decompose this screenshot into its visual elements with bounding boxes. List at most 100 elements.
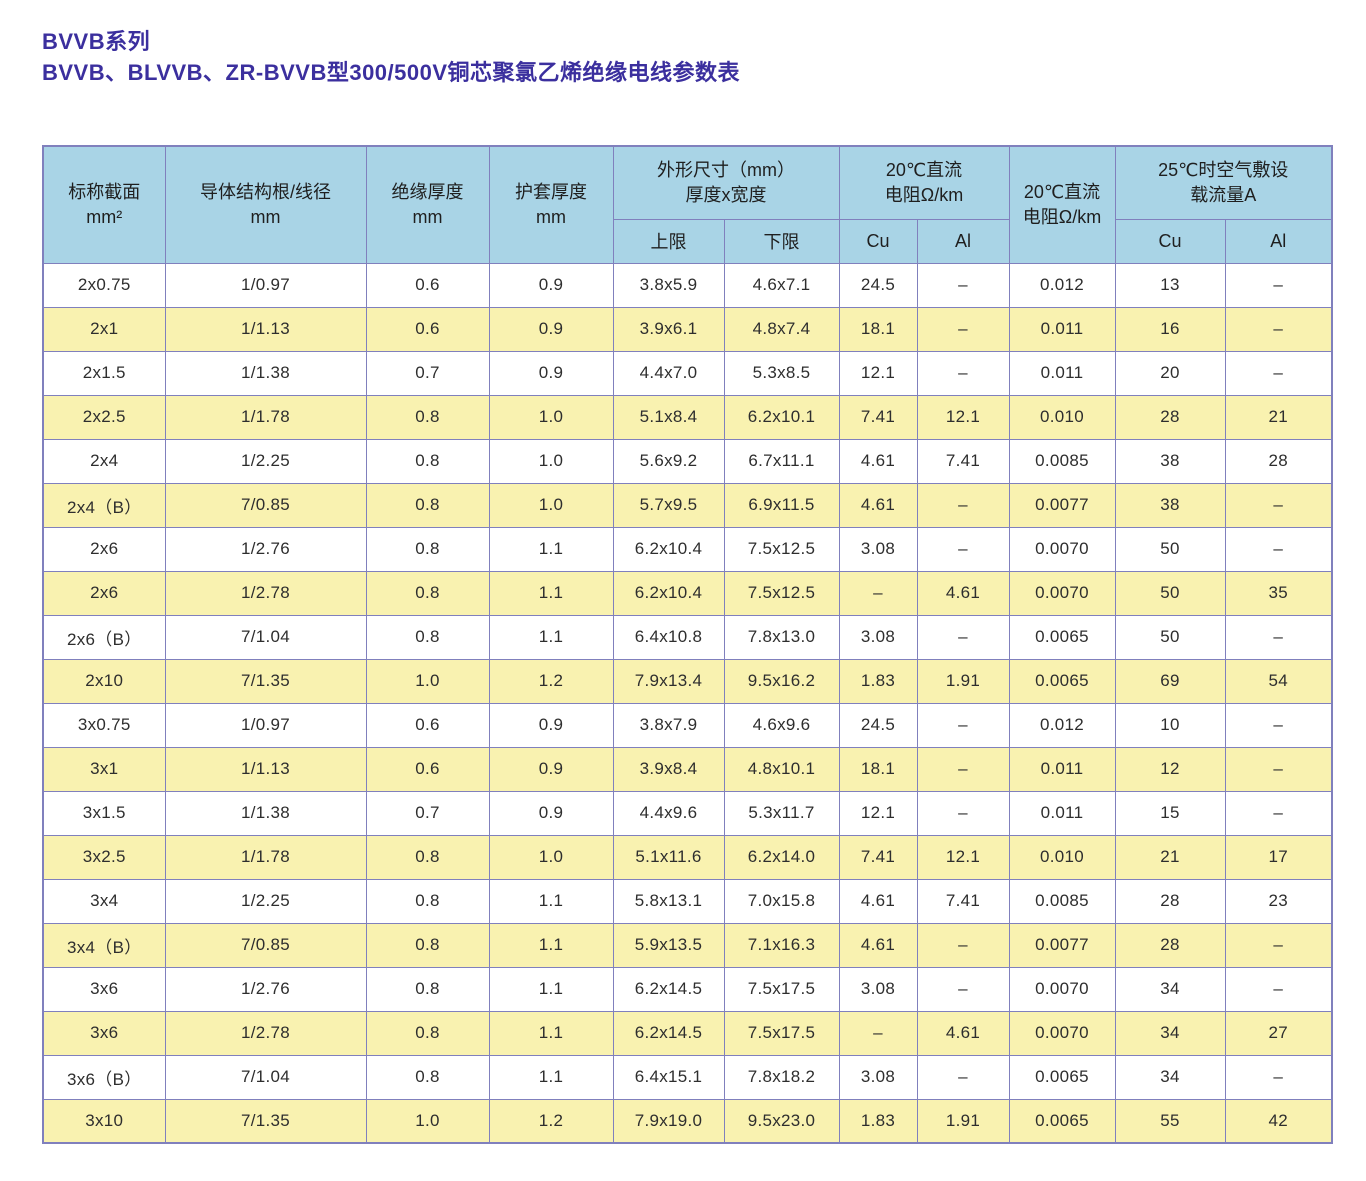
table-cell: 4.6x7.1 xyxy=(723,262,840,308)
col-header-amp-cu: Cu xyxy=(1114,218,1226,264)
table-cell: 1/1.78 xyxy=(164,394,367,440)
table-cell: 0.011 xyxy=(1008,350,1116,396)
table-cell: – xyxy=(1224,746,1333,792)
table-cell: 3.08 xyxy=(838,526,918,572)
table-cell: 7.41 xyxy=(838,394,918,440)
table-cell: 0.8 xyxy=(365,1010,490,1056)
table-cell: 3x10 xyxy=(42,1098,166,1144)
table-cell: 0.9 xyxy=(488,790,614,836)
table-row: 3x1.5 1/1.38 0.7 0.9 4.4x9.6 5.3x11.7 12.1–0.0… xyxy=(42,790,1333,836)
table-cell: 50 xyxy=(1114,614,1226,660)
table-cell: 0.8 xyxy=(365,1054,490,1100)
table-cell: – xyxy=(1224,262,1333,308)
table-cell: 0.011 xyxy=(1008,790,1116,836)
table-cell: – xyxy=(1224,790,1333,836)
table-cell: 6.2x14.5 xyxy=(612,1010,725,1056)
table-body: 2x0.75 1/0.97 0.6 0.9 3.8x5.9 4.6x7.1 24.5–0.0… xyxy=(42,262,1333,1144)
table-cell: 4.4x7.0 xyxy=(612,350,725,396)
table-cell: 3x6（B） xyxy=(42,1054,166,1100)
table-cell: 0.8 xyxy=(365,394,490,440)
table-cell: 17 xyxy=(1224,834,1333,880)
table-cell: 2x6 xyxy=(42,570,166,616)
table-cell: – xyxy=(916,306,1010,352)
table-cell: 1/1.38 xyxy=(164,790,367,836)
col-header-amp-al: Al xyxy=(1224,218,1333,264)
table-cell: 0.0070 xyxy=(1008,526,1116,572)
table-row: 2x2.5 1/1.78 0.8 1.0 5.1x8.4 6.2x10.1 7.41 12.1… xyxy=(42,394,1333,440)
table-cell: 7.5x12.5 xyxy=(723,526,840,572)
col-header-dc-al: Al xyxy=(916,218,1010,264)
table-cell: 1/0.97 xyxy=(164,262,367,308)
table-cell: 1.0 xyxy=(365,1098,490,1144)
table-cell: 7/1.04 xyxy=(164,1054,367,1100)
table-cell: 5.9x13.5 xyxy=(612,922,725,968)
table-cell: 1.0 xyxy=(488,834,614,880)
table-cell: 1.1 xyxy=(488,878,614,924)
table-cell: 0.6 xyxy=(365,746,490,792)
table-cell: 1.91 xyxy=(916,1098,1010,1144)
table-cell: 7.41 xyxy=(916,438,1010,484)
table-cell: 5.8x13.1 xyxy=(612,878,725,924)
table-cell: 5.6x9.2 xyxy=(612,438,725,484)
table-cell: – xyxy=(916,1054,1010,1100)
table-cell: – xyxy=(1224,922,1333,968)
header-line: mm xyxy=(536,206,566,227)
table-cell: 0.8 xyxy=(365,526,490,572)
table-cell: 1.1 xyxy=(488,1010,614,1056)
table-cell: 1.83 xyxy=(838,1098,918,1144)
table-cell: 2x6（B） xyxy=(42,614,166,660)
table-cell: 0.012 xyxy=(1008,702,1116,748)
table-cell: 2x1.5 xyxy=(42,350,166,396)
table-cell: 7/1.35 xyxy=(164,1098,367,1144)
table-cell: 34 xyxy=(1114,1010,1226,1056)
table-cell: 1/2.78 xyxy=(164,570,367,616)
table-cell: 1.1 xyxy=(488,526,614,572)
table-cell: 1.0 xyxy=(488,482,614,528)
col-header-dc-resistance-2: 20℃直流 电阻Ω/km xyxy=(1008,145,1116,264)
header-line: mm² xyxy=(86,206,123,227)
table-cell: 7.8x13.0 xyxy=(723,614,840,660)
table-cell: 21 xyxy=(1114,834,1226,880)
col-header-sheath-thickness: 护套厚度 mm xyxy=(488,145,614,264)
table-cell: 2x0.75 xyxy=(42,262,166,308)
col-header-dc-cu: Cu xyxy=(838,218,918,264)
table-cell: 4.6x9.6 xyxy=(723,702,840,748)
header-line: 20℃直流 xyxy=(885,159,963,180)
table-cell: 0.8 xyxy=(365,570,490,616)
table-cell: 2x4（B） xyxy=(42,482,166,528)
table-cell: 6.2x10.1 xyxy=(723,394,840,440)
table-cell: 0.0085 xyxy=(1008,438,1116,484)
table-cell: 3.9x8.4 xyxy=(612,746,725,792)
table-cell: 0.0065 xyxy=(1008,614,1116,660)
table-cell: 2x2.5 xyxy=(42,394,166,440)
table-cell: 7.5x17.5 xyxy=(723,1010,840,1056)
table-cell: 6.2x14.0 xyxy=(723,834,840,880)
header-line: 电阻Ω/km xyxy=(1022,206,1102,227)
header-line: mm xyxy=(412,206,443,227)
table-cell: 10 xyxy=(1114,702,1226,748)
col-header-nominal-section: 标称截面 mm² xyxy=(42,145,166,264)
table-cell: 0.0065 xyxy=(1008,1054,1116,1100)
table-cell: 2x4 xyxy=(42,438,166,484)
table-cell: 1/2.78 xyxy=(164,1010,367,1056)
table-cell: 1/2.76 xyxy=(164,526,367,572)
table-cell: 7.8x18.2 xyxy=(723,1054,840,1100)
table-cell: 0.6 xyxy=(365,306,490,352)
table-cell: 7.9x13.4 xyxy=(612,658,725,704)
table-cell: 9.5x23.0 xyxy=(723,1098,840,1144)
table-cell: 7.0x15.8 xyxy=(723,878,840,924)
table-cell: 3x1 xyxy=(42,746,166,792)
header-line: 绝缘厚度 xyxy=(391,181,464,202)
table-cell: 50 xyxy=(1114,526,1226,572)
table-cell: – xyxy=(1224,526,1333,572)
table-cell: 6.2x14.5 xyxy=(612,966,725,1012)
table-cell: 23 xyxy=(1224,878,1333,924)
table-cell: 7.9x19.0 xyxy=(612,1098,725,1144)
table-cell: 27 xyxy=(1224,1010,1333,1056)
table-cell: 3.08 xyxy=(838,966,918,1012)
table-cell: 42 xyxy=(1224,1098,1333,1144)
table-row: 3x1 1/1.13 0.6 0.9 3.9x8.4 4.8x10.1 18.1–0.011… xyxy=(42,746,1333,792)
col-group-outer-dimensions: 外形尺寸（mm） 厚度x宽度 xyxy=(612,145,840,220)
table-cell: 7.41 xyxy=(916,878,1010,924)
table-row: 2x0.75 1/0.97 0.6 0.9 3.8x5.9 4.6x7.1 24.5–0.0… xyxy=(42,262,1333,308)
